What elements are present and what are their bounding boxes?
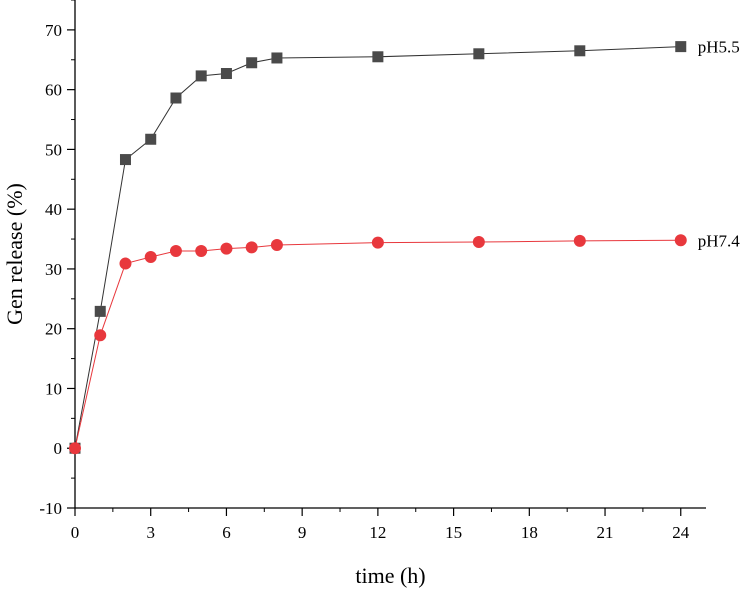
- y-tick-label: 70: [45, 21, 62, 40]
- x-tick-label: 6: [222, 523, 231, 542]
- x-tick-label: 18: [521, 523, 538, 542]
- data-point: [94, 305, 106, 317]
- y-tick-label: 10: [45, 379, 62, 398]
- x-tick-label: 3: [146, 523, 155, 542]
- y-tick-label: -10: [39, 499, 62, 518]
- data-point: [674, 234, 687, 247]
- series-label: pH5.5: [698, 38, 740, 57]
- data-point: [169, 245, 182, 258]
- y-tick-label: 60: [45, 81, 62, 100]
- series-label: pH7.4: [698, 231, 741, 250]
- y-axis-title: Gen release (%): [2, 183, 27, 325]
- data-point: [271, 52, 283, 64]
- data-point: [144, 250, 157, 263]
- data-point: [675, 41, 687, 53]
- x-tick-label: 15: [445, 523, 462, 542]
- axes: 0 3 6 9 12 15 18 21 24 -10 0 10 20 30 40 50 60 70: [39, 0, 706, 542]
- x-tick-label: 24: [672, 523, 690, 542]
- data-point: [573, 234, 586, 247]
- data-point: [473, 48, 485, 60]
- data-point: [195, 70, 207, 82]
- x-axis-title: time (h): [355, 563, 425, 588]
- data-point: [472, 236, 485, 249]
- series-layer: pH5.5 pH7.4: [69, 38, 740, 455]
- series-pH5.5: pH5.5: [69, 38, 740, 454]
- data-point: [119, 257, 132, 270]
- data-point: [220, 242, 233, 255]
- data-point: [94, 329, 107, 342]
- data-point: [170, 92, 182, 104]
- y-tick-label: 40: [45, 200, 62, 219]
- series-line: [74, 239, 681, 449]
- x-tick-label: 9: [298, 523, 307, 542]
- data-point: [246, 57, 258, 69]
- data-point: [371, 236, 384, 249]
- series-pH7.4: pH7.4: [69, 231, 741, 455]
- data-point: [220, 68, 232, 80]
- y-tick-label: 50: [45, 140, 62, 159]
- y-tick-label: 20: [45, 320, 62, 339]
- data-point: [245, 241, 258, 254]
- data-point: [372, 51, 384, 63]
- data-point: [145, 133, 157, 145]
- data-point: [270, 239, 283, 252]
- data-point: [119, 154, 131, 166]
- y-tick-label: 0: [54, 439, 63, 458]
- x-tick-label: 21: [597, 523, 614, 542]
- data-point: [195, 245, 208, 258]
- data-point: [574, 45, 586, 57]
- y-tick-label: 30: [45, 260, 62, 279]
- data-point: [69, 442, 81, 455]
- x-tick-label: 12: [369, 523, 386, 542]
- x-tick-label: 0: [71, 523, 80, 542]
